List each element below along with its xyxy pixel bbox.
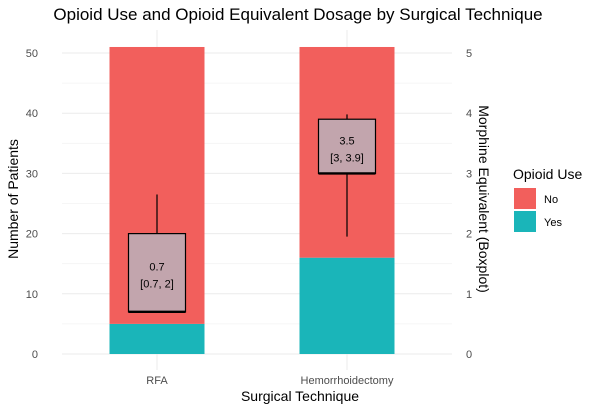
y2-tick-label: 0 [466, 349, 472, 361]
legend-label-no: No [544, 194, 558, 206]
bar-yes [109, 323, 205, 354]
y-axis-title: Number of Patients [5, 139, 21, 259]
x-axis-ticks: RFA Hemorrhoidectomy [146, 375, 394, 387]
x-tick-label: Hemorrhoidectomy [301, 375, 394, 387]
y2-axis-ticks: 0 1 2 3 4 5 [466, 48, 472, 361]
x-axis-title: Surgical Technique [241, 388, 359, 404]
y-tick-label: 20 [26, 229, 38, 241]
boxplot: 0.7 [0.7, 2] [127, 194, 187, 314]
boxplot: 3.5 [3, 3.9] [317, 114, 377, 237]
x-tick-label: RFA [146, 375, 168, 387]
box-label-median: 3.5 [339, 135, 354, 147]
y-axis-ticks: 0 10 20 30 40 50 [26, 48, 38, 361]
legend: Opioid Use No Yes [513, 166, 582, 232]
chart-title: Opioid Use and Opioid Equivalent Dosage … [53, 5, 542, 24]
y2-tick-label: 3 [466, 168, 472, 180]
legend-label-yes: Yes [544, 217, 562, 229]
box-label-median: 0.7 [149, 262, 164, 274]
box-label-range: [0.7, 2] [140, 279, 174, 291]
box-label-range: [3, 3.9] [330, 152, 364, 164]
y-tick-label: 30 [26, 168, 38, 180]
legend-swatch-yes [514, 211, 536, 232]
y-tick-label: 10 [26, 289, 38, 301]
y2-tick-label: 4 [466, 108, 472, 120]
y-tick-label: 40 [26, 108, 38, 120]
legend-title: Opioid Use [513, 166, 582, 182]
y2-axis-title: Morphine Equivalent (Boxplot) [476, 105, 492, 293]
bars-layer [109, 46, 395, 354]
y2-tick-label: 2 [466, 229, 472, 241]
y-tick-label: 50 [26, 48, 38, 60]
legend-swatch-no [514, 188, 536, 209]
y2-tick-label: 5 [466, 48, 472, 60]
y-tick-label: 0 [32, 349, 38, 361]
boxplot-layer: 0.7 [0.7, 2] 3.5 [3, 3.9] [127, 114, 377, 314]
y2-tick-label: 1 [466, 289, 472, 301]
bar-yes [299, 257, 395, 354]
